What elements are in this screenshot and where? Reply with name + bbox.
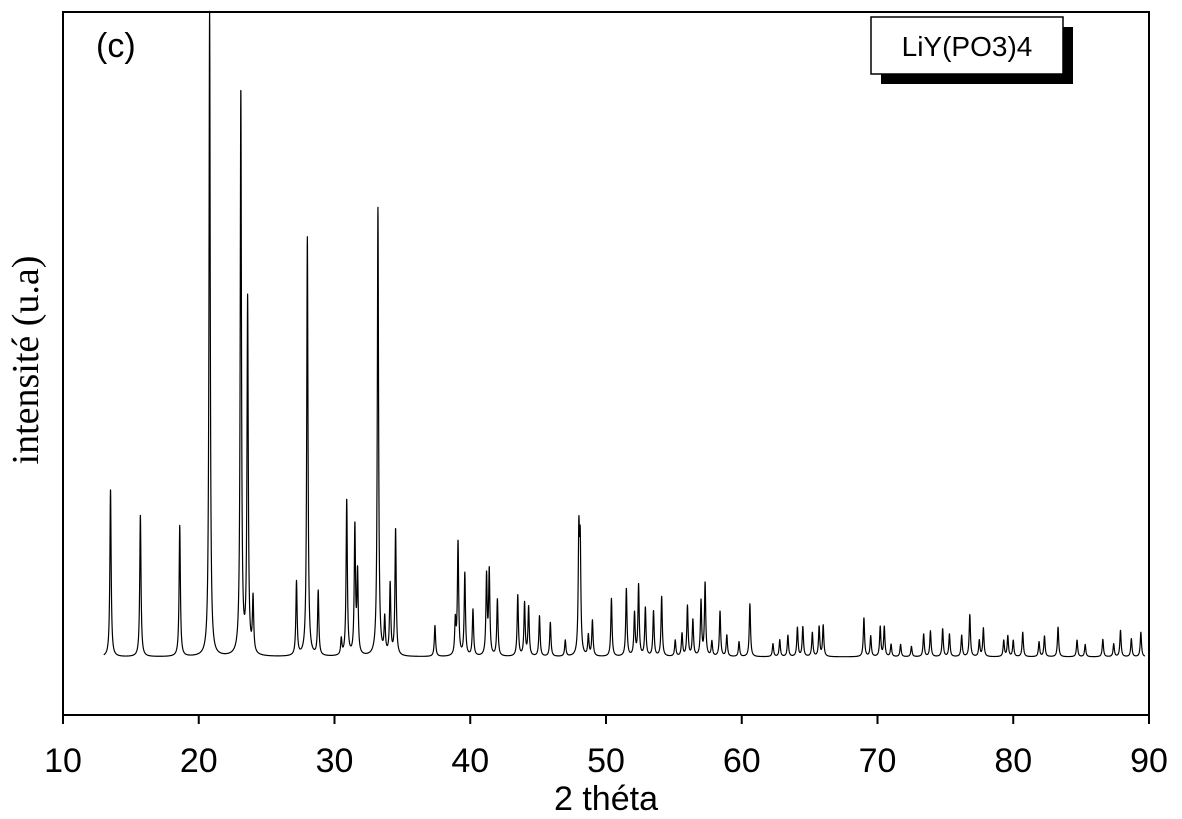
legend-label: LiY(PO3)4 — [902, 31, 1033, 62]
plot-frame — [62, 11, 1150, 716]
y-axis-title: intensité (u.a) — [5, 256, 47, 465]
x-tick-label-90: 90 — [1130, 742, 1168, 780]
legend-box — [870, 16, 1064, 75]
diffraction-curve — [103, 10, 1146, 658]
x-tick-label-50: 50 — [587, 742, 625, 780]
x-tick-label-70: 70 — [859, 742, 897, 780]
panel-label: (c) — [96, 27, 136, 65]
x-tick-label-60: 60 — [723, 742, 761, 780]
x-axis-tick-labels: 10 20 30 40 50 60 70 80 90 — [44, 742, 1168, 780]
x-tick-label-80: 80 — [994, 742, 1032, 780]
x-tick-label-40: 40 — [451, 742, 489, 780]
legend: LiY(PO3)4 — [870, 16, 1073, 84]
x-tick-label-20: 20 — [180, 742, 218, 780]
x-axis-title: 2 théta — [554, 780, 658, 818]
x-tick-label-10: 10 — [44, 742, 82, 780]
x-axis-ticks — [62, 715, 1150, 724]
x-tick-label-30: 30 — [316, 742, 354, 780]
